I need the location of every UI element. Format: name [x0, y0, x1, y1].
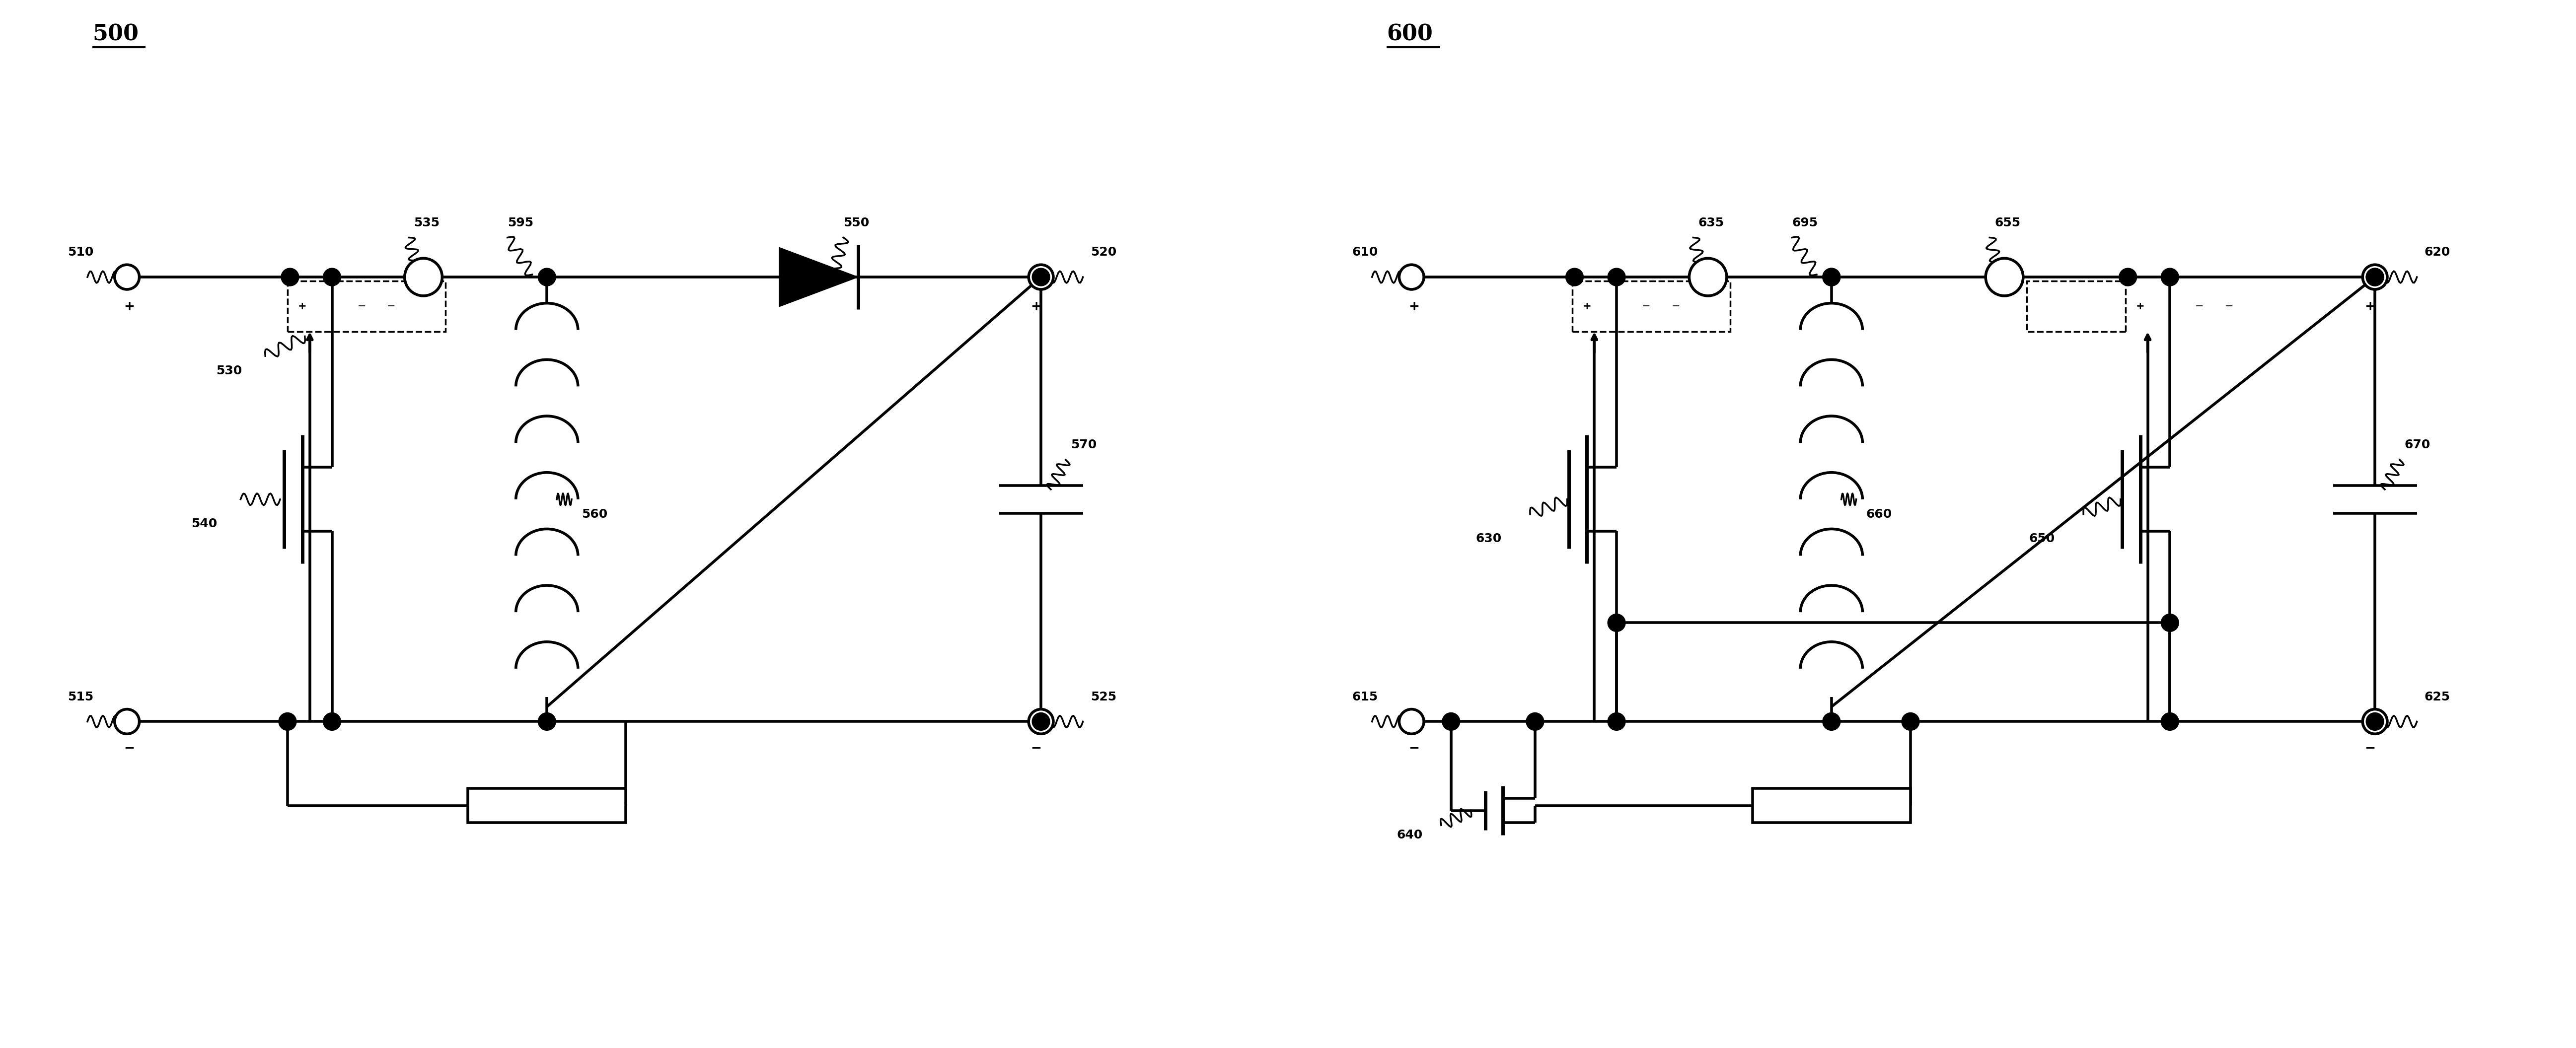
- Text: 550: 550: [842, 217, 868, 228]
- Text: −: −: [1672, 301, 1680, 311]
- Circle shape: [1690, 258, 1726, 296]
- Text: 500: 500: [93, 24, 139, 45]
- Circle shape: [1033, 713, 1051, 730]
- Text: 695: 695: [1793, 217, 1819, 228]
- Text: 615: 615: [1352, 691, 1378, 703]
- Circle shape: [1028, 265, 1054, 289]
- Circle shape: [2161, 614, 2179, 632]
- Text: 535: 535: [415, 217, 440, 228]
- Circle shape: [322, 268, 340, 286]
- Text: 510: 510: [67, 246, 93, 258]
- Text: +: +: [2136, 301, 2146, 311]
- Circle shape: [281, 268, 299, 286]
- Text: +: +: [2365, 300, 2375, 313]
- Circle shape: [1566, 268, 1584, 286]
- Text: 655: 655: [1994, 217, 2020, 228]
- Circle shape: [538, 713, 556, 730]
- Circle shape: [1824, 713, 1839, 730]
- Polygon shape: [778, 247, 858, 307]
- Circle shape: [2161, 713, 2179, 730]
- Text: −: −: [2195, 301, 2205, 311]
- Text: 515: 515: [67, 691, 93, 703]
- Text: 635: 635: [1698, 217, 1723, 228]
- Text: 530: 530: [216, 365, 242, 377]
- Text: 680: 680: [1819, 800, 1844, 811]
- Text: 670: 670: [2403, 439, 2432, 451]
- Text: 660: 660: [1865, 508, 1891, 520]
- Circle shape: [538, 268, 556, 286]
- Text: 580: 580: [533, 800, 559, 811]
- Circle shape: [2365, 268, 2383, 286]
- Circle shape: [2161, 268, 2179, 286]
- Circle shape: [1901, 713, 1919, 730]
- Circle shape: [1399, 709, 1425, 734]
- Bar: [2027, 281, 2125, 331]
- Text: 640: 640: [1396, 829, 1422, 842]
- Circle shape: [1525, 713, 1543, 730]
- Text: −: −: [2226, 301, 2233, 311]
- Circle shape: [1607, 268, 1625, 286]
- Circle shape: [2362, 709, 2388, 734]
- Text: +: +: [1582, 301, 1592, 311]
- Circle shape: [404, 258, 443, 296]
- Text: 525: 525: [1090, 691, 1115, 703]
- Text: −: −: [2365, 742, 2375, 756]
- Text: −: −: [358, 301, 366, 311]
- Text: −: −: [1641, 301, 1651, 311]
- Text: 650: 650: [2030, 532, 2056, 545]
- Circle shape: [2365, 268, 2383, 286]
- Circle shape: [1399, 265, 1425, 289]
- Text: +: +: [299, 301, 307, 311]
- Circle shape: [1607, 713, 1625, 730]
- Bar: [289, 281, 446, 331]
- Text: −: −: [386, 301, 397, 311]
- Circle shape: [1824, 268, 1839, 286]
- Text: 620: 620: [2424, 246, 2450, 258]
- Bar: [469, 788, 626, 823]
- Text: 520: 520: [1090, 246, 1115, 258]
- Circle shape: [322, 713, 340, 730]
- Bar: [1752, 788, 1911, 823]
- Bar: [1571, 281, 1731, 331]
- Text: −: −: [124, 742, 134, 756]
- Circle shape: [2120, 268, 2136, 286]
- Text: 610: 610: [1352, 246, 1378, 258]
- Circle shape: [2362, 265, 2388, 289]
- Text: 625: 625: [2424, 691, 2450, 703]
- Text: +: +: [1409, 300, 1419, 313]
- Text: −: −: [1409, 742, 1419, 756]
- Text: −: −: [1030, 742, 1041, 756]
- Circle shape: [2365, 713, 2383, 730]
- Circle shape: [1028, 709, 1054, 734]
- Text: 630: 630: [1476, 532, 1502, 545]
- Text: +: +: [124, 300, 134, 313]
- Circle shape: [1986, 258, 2022, 296]
- Circle shape: [1033, 268, 1051, 286]
- Circle shape: [1443, 713, 1461, 730]
- Text: 600: 600: [1386, 24, 1432, 45]
- Circle shape: [1607, 614, 1625, 632]
- Circle shape: [1824, 268, 1839, 286]
- Text: 540: 540: [191, 518, 216, 530]
- Text: +: +: [1030, 300, 1041, 313]
- Circle shape: [278, 713, 296, 730]
- Text: 560: 560: [582, 508, 608, 520]
- Circle shape: [113, 265, 139, 289]
- Circle shape: [113, 709, 139, 734]
- Text: 570: 570: [1072, 439, 1097, 451]
- Text: 595: 595: [507, 217, 533, 228]
